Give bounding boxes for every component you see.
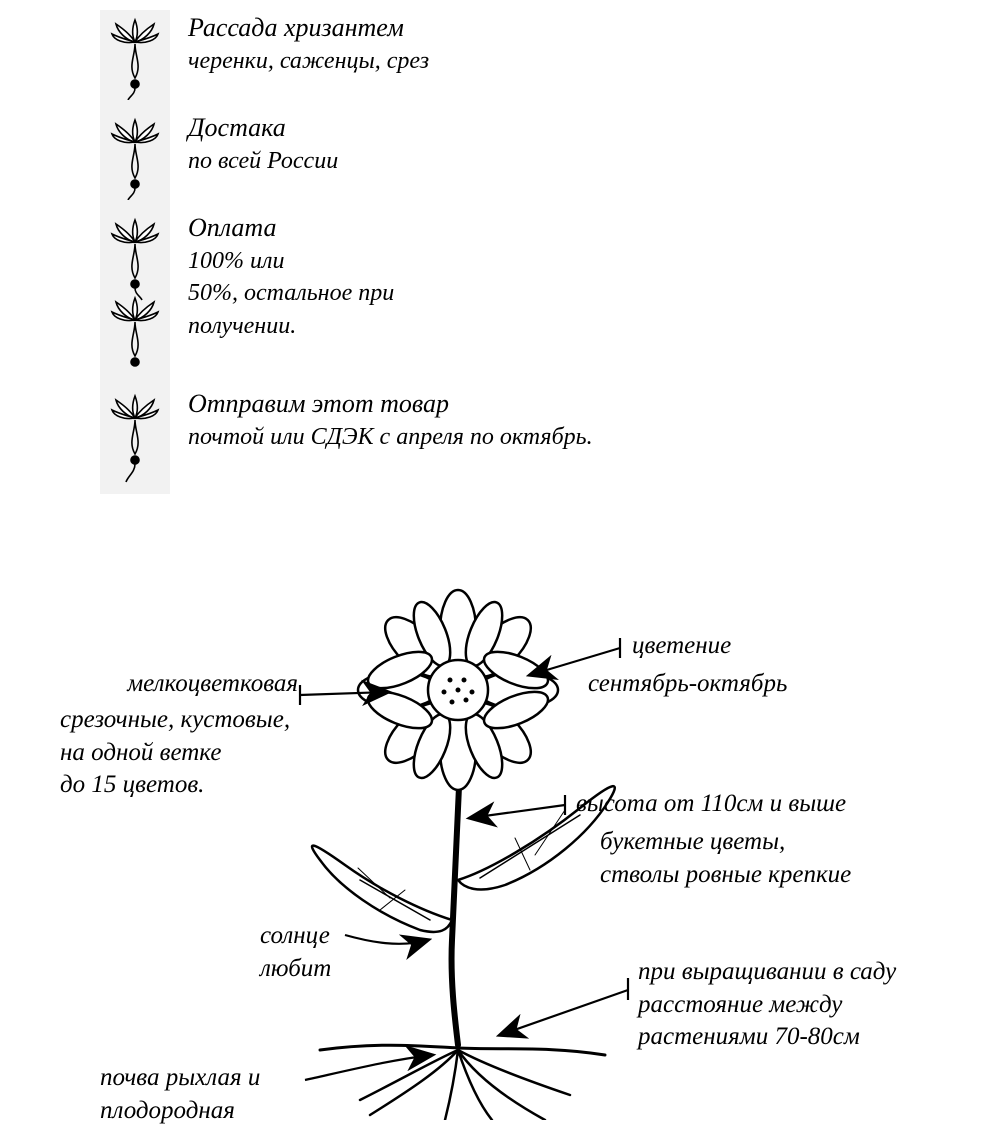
label-bloom-body: сентябрь-октябрь — [588, 668, 787, 701]
info-sub: почтой или СДЭК с апреля по октябрь. — [188, 421, 593, 453]
info-sub: черенки, саженцы, срез — [188, 45, 429, 77]
info-title: Рассада хризантем — [188, 10, 429, 45]
plant-diagram: мелкоцветковая срезочные, кустовые, на о… — [60, 580, 960, 1120]
label-bloom-title: цветение — [632, 630, 731, 663]
label-soil: почва рыхлая и плодородная — [100, 1062, 260, 1127]
info-row: Достака по всей России — [100, 110, 940, 210]
info-title: Отправим этот товар — [188, 386, 593, 421]
label-flower-type-title: мелкоцветковая — [88, 668, 298, 701]
lotus-icon — [100, 110, 170, 210]
info-row: Отправим этот товар почтой или СДЭК с ап… — [100, 386, 940, 494]
info-text: Оплата 100% или 50%, остальное при получ… — [170, 210, 394, 342]
info-sub: 100% или 50%, остальное при получении. — [188, 245, 394, 342]
lotus-icon — [100, 210, 170, 386]
info-title: Оплата — [188, 210, 394, 245]
info-text: Отправим этот товар почтой или СДЭК с ап… — [170, 386, 593, 453]
info-row: Рассада хризантем черенки, саженцы, срез — [100, 10, 940, 110]
label-flower-type-body: срезочные, кустовые, на одной ветке до 1… — [60, 704, 320, 802]
lotus-icon — [100, 10, 170, 110]
label-sun: солнце любит — [260, 920, 331, 985]
label-height-title: высота от 110см и выше — [576, 788, 846, 821]
label-spacing: при выращивании в саду расстояние между … — [638, 956, 896, 1054]
info-title: Достака — [188, 110, 338, 145]
info-sub: по всей России — [188, 145, 338, 177]
lotus-icon — [100, 386, 170, 494]
info-row: Оплата 100% или 50%, остальное при получ… — [100, 210, 940, 386]
label-height-body: букетные цветы, стволы ровные крепкие — [600, 826, 851, 891]
info-text: Рассада хризантем черенки, саженцы, срез — [170, 10, 429, 77]
info-list: Рассада хризантем черенки, саженцы, срез — [100, 10, 940, 494]
info-text: Достака по всей России — [170, 110, 338, 177]
